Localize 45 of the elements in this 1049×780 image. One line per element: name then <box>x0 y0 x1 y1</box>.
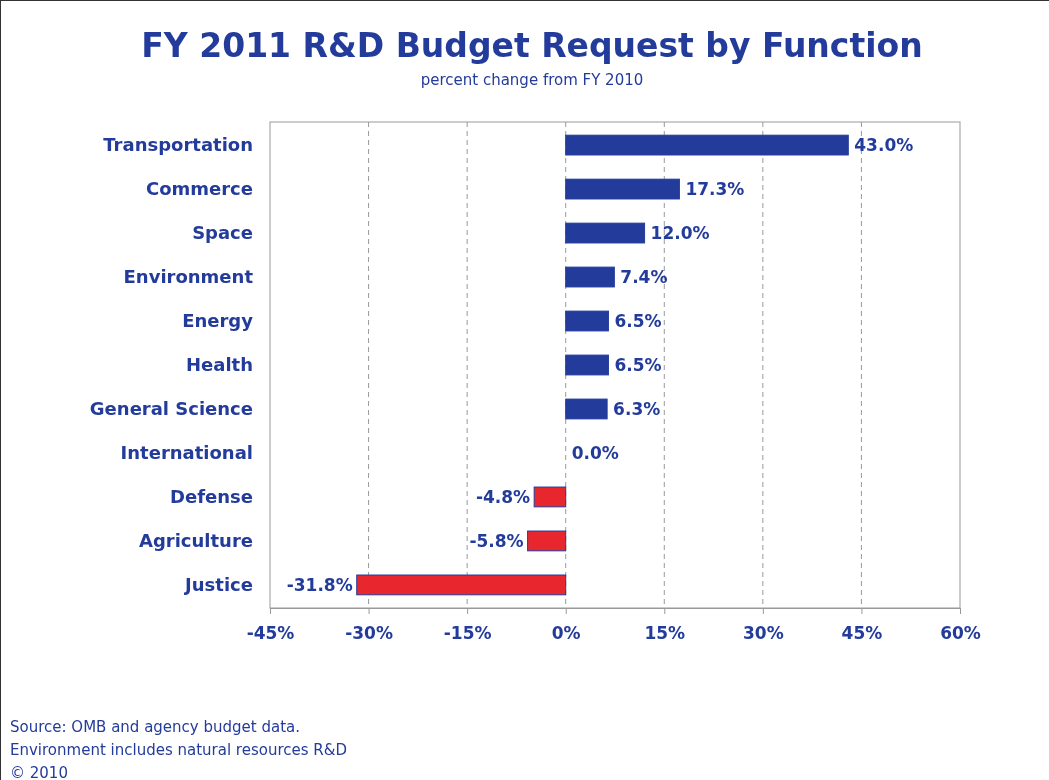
data-label: 6.5% <box>614 310 662 331</box>
y-tick-label: International <box>120 442 253 464</box>
data-label: 43.0% <box>854 135 914 156</box>
y-tick-label: Space <box>192 222 253 244</box>
data-label: 17.3% <box>685 179 745 200</box>
bar <box>565 266 615 288</box>
source-note: Source: OMB and agency budget data. <box>10 718 300 736</box>
x-tick-label: 30% <box>743 623 784 644</box>
y-tick-label: Agriculture <box>138 530 253 552</box>
y-tick-label: Commerce <box>145 178 253 200</box>
x-tick-label: -45% <box>246 623 295 644</box>
y-tick-label: Energy <box>182 310 254 332</box>
bar <box>565 178 680 200</box>
data-label: 12.0% <box>650 223 710 243</box>
data-label: 6.5% <box>614 354 662 375</box>
text: © 2010 <box>10 764 68 780</box>
x-tick-label: 60% <box>940 623 981 644</box>
bar <box>565 222 646 244</box>
x-tick-label: 15% <box>644 623 686 644</box>
x-tick-label: -30% <box>345 623 393 644</box>
chart-subtitle: percent change from FY 2010 <box>420 71 644 89</box>
y-tick-label: Justice <box>183 574 253 596</box>
data-label: 6.3% <box>613 398 661 419</box>
data-label: 7.4% <box>620 266 668 287</box>
y-tick-label: Environment <box>123 266 254 288</box>
text: Environment includes natural resources R&D <box>10 741 347 759</box>
data-label: 0.0% <box>571 442 619 463</box>
y-tick-label: Defense <box>170 486 253 508</box>
y-tick-label: Health <box>185 354 253 376</box>
y-tick-label: Transportation <box>103 134 253 156</box>
bar <box>527 530 567 552</box>
data-label: -31.8% <box>286 574 353 595</box>
y-tick-label: General Science <box>89 398 253 420</box>
x-tick-label: 45% <box>841 623 883 644</box>
bar <box>565 310 609 332</box>
bar <box>565 398 608 420</box>
data-label: -5.8% <box>469 530 524 551</box>
data-label: -4.8% <box>475 486 531 507</box>
x-tick-label: 0% <box>551 623 581 644</box>
bar <box>356 574 567 596</box>
chart-title: FY 2011 R&D Budget Request by Function <box>141 26 923 65</box>
x-tick-label: -15% <box>443 623 492 644</box>
bar <box>533 486 567 508</box>
bar <box>565 354 609 376</box>
bar <box>565 134 849 156</box>
